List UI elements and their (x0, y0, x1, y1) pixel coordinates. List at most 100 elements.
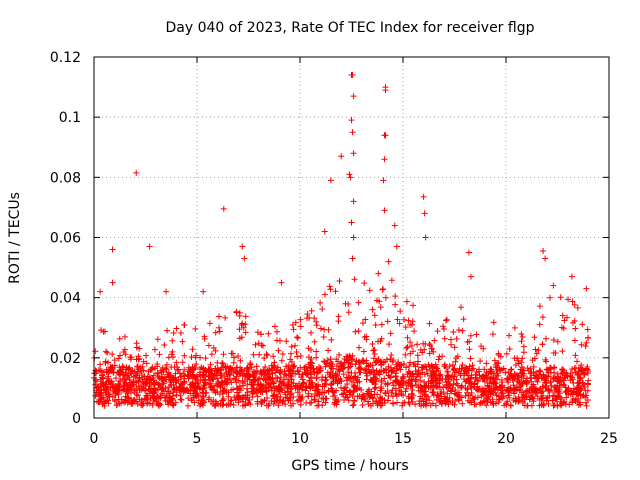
data-point (98, 395, 105, 402)
data-point (377, 387, 384, 394)
data-point (436, 353, 443, 360)
data-point (177, 396, 184, 403)
data-point (483, 374, 490, 381)
data-point (415, 387, 422, 394)
data-point (104, 359, 111, 366)
data-point (550, 374, 557, 381)
data-point (309, 379, 316, 386)
data-point (389, 368, 396, 375)
data-point (137, 364, 144, 371)
data-point (447, 336, 454, 343)
data-point (275, 347, 282, 354)
data-point (290, 393, 297, 400)
data-point (292, 342, 299, 349)
data-point (387, 330, 394, 337)
data-point (407, 321, 414, 328)
data-point (287, 372, 294, 379)
data-point (288, 343, 295, 350)
data-point (400, 380, 407, 387)
data-point (479, 389, 486, 396)
data-point (225, 393, 232, 400)
data-point (373, 398, 380, 405)
data-point (418, 402, 425, 409)
data-point (355, 328, 362, 335)
data-point (312, 383, 319, 390)
x-tick-label: 5 (193, 431, 202, 447)
data-point (536, 321, 543, 328)
y-axis-label: ROTI / TECUs (7, 192, 23, 284)
data-point (357, 369, 364, 376)
data-point (265, 371, 272, 378)
data-point (329, 361, 336, 368)
data-point (189, 346, 196, 353)
data-point (294, 334, 301, 341)
data-point (326, 283, 333, 290)
data-point (378, 361, 385, 368)
data-point (576, 379, 583, 386)
data-point (350, 388, 357, 395)
data-point (98, 374, 105, 381)
data-point (282, 371, 289, 378)
data-point (478, 393, 485, 400)
data-point (356, 392, 363, 399)
data-point (555, 392, 562, 399)
data-point (302, 387, 309, 394)
data-point (499, 387, 506, 394)
data-point (258, 342, 265, 349)
data-point-outlier (348, 117, 355, 124)
data-point (551, 402, 558, 409)
data-point (364, 372, 371, 379)
data-point (487, 390, 494, 397)
data-point (346, 389, 353, 396)
data-point (443, 317, 450, 324)
data-point (405, 317, 412, 324)
data-point (146, 390, 153, 397)
data-point (541, 376, 548, 383)
data-point (371, 371, 378, 378)
data-point (585, 334, 592, 341)
data-point (124, 399, 131, 406)
data-point (386, 373, 393, 380)
data-point (199, 386, 206, 393)
data-point (316, 363, 323, 370)
data-point (495, 399, 502, 406)
data-point (210, 344, 217, 351)
data-point (423, 396, 430, 403)
data-point (105, 377, 112, 384)
data-point (345, 364, 352, 371)
data-point (382, 366, 389, 373)
data-point (557, 398, 564, 405)
data-point (313, 322, 320, 329)
data-point (106, 393, 113, 400)
data-point (360, 348, 367, 355)
data-point (536, 367, 543, 374)
data-point (288, 379, 295, 386)
data-point (133, 356, 140, 363)
data-point (562, 401, 569, 408)
data-point (173, 359, 180, 366)
data-point (123, 372, 130, 379)
data-point (406, 363, 413, 370)
data-point (220, 401, 227, 408)
data-point (99, 394, 106, 401)
data-point (211, 372, 218, 379)
data-point (127, 379, 134, 386)
data-point (93, 378, 100, 385)
data-point (435, 367, 442, 374)
data-point (179, 385, 186, 392)
data-point (250, 368, 257, 375)
data-point (185, 395, 192, 402)
data-point (571, 337, 578, 344)
data-point (207, 384, 214, 391)
data-point (457, 372, 464, 379)
data-point (150, 372, 157, 379)
data-point (464, 386, 471, 393)
data-point (226, 371, 233, 378)
data-point (249, 393, 256, 400)
data-point (397, 308, 404, 315)
data-point (303, 315, 310, 322)
data-point (321, 291, 328, 298)
data-point (288, 390, 295, 397)
data-point (356, 378, 363, 385)
data-point (498, 387, 505, 394)
